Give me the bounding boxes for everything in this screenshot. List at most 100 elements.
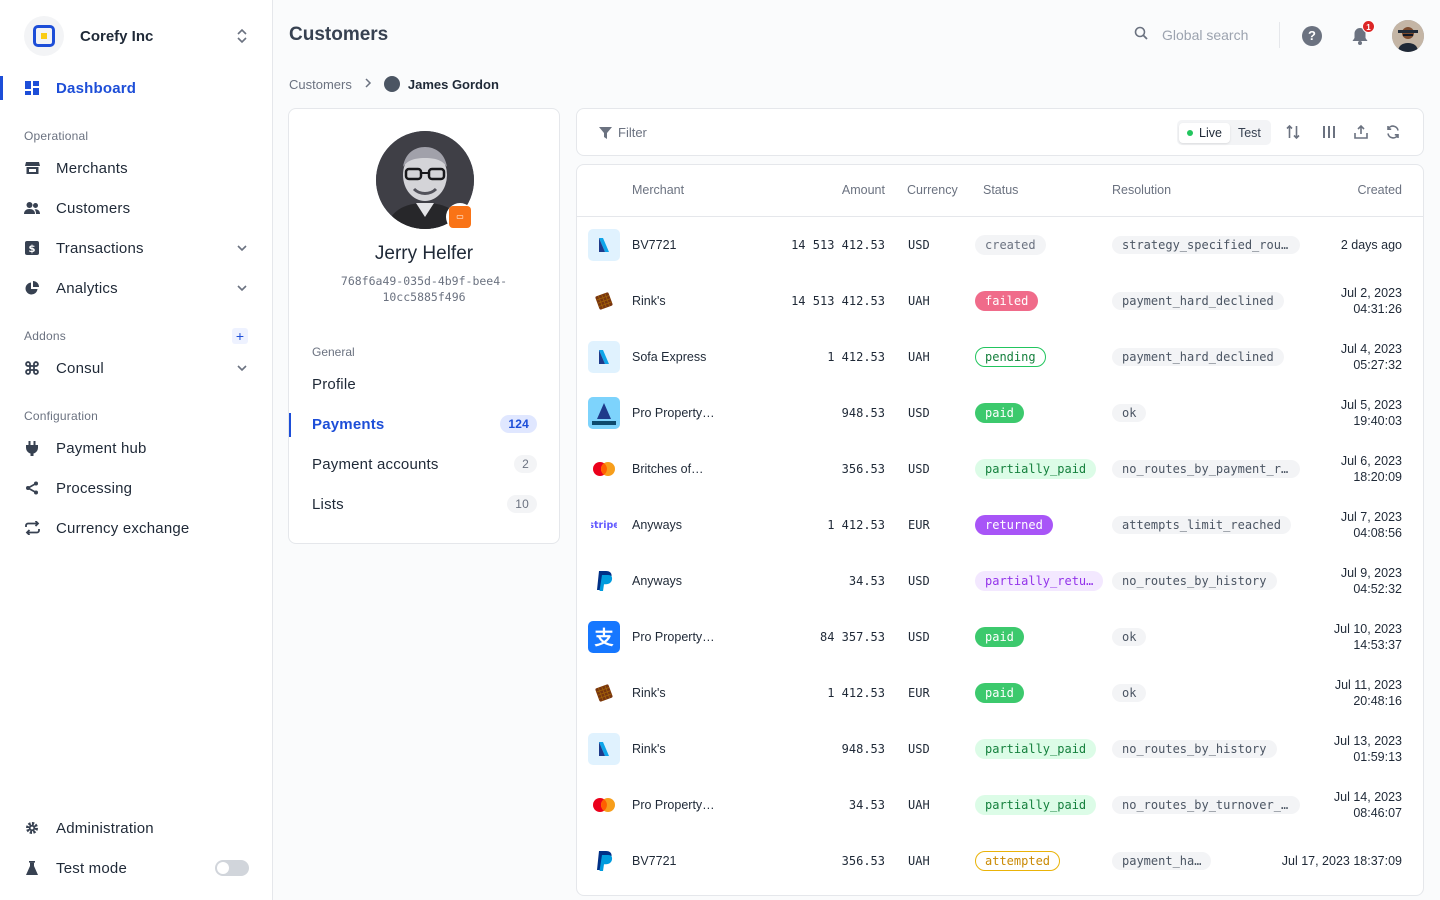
table-row[interactable]: stripe Anyways 1 412.53 EUR returned attempts… <box>577 497 1423 553</box>
status-badge: paid <box>975 683 1024 703</box>
sidebar-item-label: Administration <box>56 819 154 837</box>
menu-label: Payment accounts <box>312 455 439 473</box>
page-title: Customers <box>289 24 389 45</box>
merchant-cell: Anyways <box>632 518 683 532</box>
table-row[interactable]: Anyways 34.53 USD partially_retu… no_routes_… <box>577 553 1423 609</box>
mastercard-icon <box>588 453 620 485</box>
currency-cell: UAH <box>908 798 930 812</box>
col-amount[interactable]: Amount <box>841 183 885 197</box>
col-resolution[interactable]: Resolution <box>1112 183 1172 197</box>
sidebar-item-analytics[interactable]: Analytics <box>24 276 249 300</box>
global-search[interactable]: Global search <box>1134 26 1248 43</box>
col-status[interactable]: Status <box>983 183 1019 197</box>
chevron-down-icon <box>235 281 249 295</box>
status-cell: returned <box>975 497 1053 553</box>
sidebar-item-test-mode: Test mode <box>24 856 249 880</box>
sidebar-item-currency-exchange[interactable]: Currency exchange <box>24 516 249 540</box>
col-merchant[interactable]: Merchant <box>632 183 685 197</box>
breadcrumb-parent[interactable]: Customers <box>289 76 352 92</box>
amount-cell: 14 513 412.53 <box>791 238 885 252</box>
user-avatar[interactable] <box>1392 20 1424 52</box>
status-cell: paid <box>975 609 1024 665</box>
notification-badge: 1 <box>1362 20 1375 33</box>
status-cell: paid <box>975 385 1024 441</box>
filter-label: Filter <box>618 125 647 140</box>
sidebar-item-consul[interactable]: Consul <box>24 356 249 380</box>
sidebar-item-dashboard[interactable]: Dashboard <box>24 76 249 100</box>
currency-cell: USD <box>908 630 930 644</box>
table-row[interactable]: Britches of… 356.53 USD partially_paid no_ro… <box>577 441 1423 497</box>
sidebar-item-administration[interactable]: Administration <box>24 816 249 840</box>
resolution-badge: payment_hard_declined <box>1112 292 1284 310</box>
col-currency[interactable]: Currency <box>907 183 958 197</box>
table-row[interactable]: 支 Pro Property… 84 357.53 USD paid ok Jul 10, … <box>577 609 1423 665</box>
sidebar-item-label: Analytics <box>56 279 118 297</box>
amount-cell: 34.53 <box>848 574 885 588</box>
resolution-cell: no_routes_by_history <box>1112 721 1277 777</box>
org-name: Corefy Inc <box>80 27 154 45</box>
add-addon-button[interactable]: + <box>232 328 248 344</box>
created-date: Jul 10, 2023 <box>1333 622 1402 636</box>
customer-menu-payment-accounts[interactable]: Payment accounts 2 <box>312 453 537 475</box>
live-dot-icon <box>1187 129 1193 136</box>
table-row[interactable]: Rink's 14 513 412.53 UAH failed payment_hard… <box>577 273 1423 329</box>
sidebar: Corefy Inc Dashboard Operational Merchan… <box>0 0 273 900</box>
table-row[interactable]: BV7721 14 513 412.53 USD created strategy_sp… <box>577 217 1423 273</box>
status-cell: created <box>975 217 1046 273</box>
menu-section-label: General <box>312 345 355 359</box>
sidebar-item-payment-hub[interactable]: Payment hub <box>24 436 249 460</box>
table-row[interactable]: Rink's 948.53 USD partially_paid no_routes_b… <box>577 721 1423 777</box>
mode-live[interactable]: Live <box>1179 122 1230 143</box>
resolution-badge: payment_ha… <box>1112 852 1212 870</box>
share-nodes-icon <box>24 480 40 496</box>
customer-menu-lists[interactable]: Lists 10 <box>312 493 537 515</box>
created-time: 08:46:07 <box>1353 806 1402 820</box>
col-created[interactable]: Created <box>1357 183 1402 197</box>
sort-icon[interactable] <box>1285 124 1301 140</box>
sidebar-item-customers[interactable]: Customers <box>24 196 249 220</box>
created-cell: Jul 4, 2023 05:27:32 <box>1341 329 1402 385</box>
mode-switch: Live Test <box>1177 120 1271 145</box>
resolution-badge: attempts_limit_reached <box>1112 516 1291 534</box>
table-row[interactable]: BV7721 356.53 UAH attempted payment_ha… Jul 1… <box>577 833 1423 889</box>
help-icon[interactable]: ? <box>1302 26 1322 46</box>
export-icon[interactable] <box>1353 124 1369 140</box>
currency-cell: USD <box>908 462 930 476</box>
created-cell: Jul 6, 2023 18:20:09 <box>1341 441 1402 497</box>
currency-cell: UAH <box>908 294 930 308</box>
mode-test-label: Test <box>1237 125 1261 140</box>
sidebar-item-processing[interactable]: Processing <box>24 476 249 500</box>
section-operational: Operational <box>24 129 89 143</box>
table-row[interactable]: Pro Property… 948.53 USD paid ok Jul 5, 2023 1… <box>577 385 1423 441</box>
table-row[interactable]: Rink's 1 412.53 EUR paid ok Jul 11, 2023 20:48… <box>577 665 1423 721</box>
test-mode-toggle[interactable] <box>215 860 249 876</box>
dashboard-icon <box>24 80 40 96</box>
columns-icon[interactable] <box>1321 124 1337 140</box>
created-date: Jul 7, 2023 <box>1340 510 1402 524</box>
table-row[interactable]: Sofa Express 1 412.53 UAH pending payment_ha… <box>577 329 1423 385</box>
resolution-badge: no_routes_by_history <box>1112 740 1277 758</box>
table-row[interactable]: Pro Property… 34.53 UAH partially_paid no_ro… <box>577 777 1423 833</box>
currency-cell: UAH <box>908 854 930 868</box>
mode-test[interactable]: Test <box>1230 123 1269 143</box>
currency-cell: UAH <box>908 350 930 364</box>
org-switcher[interactable]: Corefy Inc <box>24 16 249 56</box>
status-cell: pending <box>975 329 1046 385</box>
sidebar-item-merchants[interactable]: Merchants <box>24 156 249 180</box>
customer-menu-profile[interactable]: Profile <box>312 373 537 395</box>
flask-icon <box>24 860 40 876</box>
svg-text:支: 支 <box>593 627 614 649</box>
merchant-cell: Rink's <box>632 686 666 700</box>
kiosk-icon <box>588 341 620 373</box>
created-date: Jul 14, 2023 <box>1333 790 1402 804</box>
amount-cell: 356.53 <box>841 854 885 868</box>
chevron-down-icon <box>235 361 249 375</box>
svg-text:stripe: stripe <box>591 520 617 531</box>
pie-chart-icon <box>24 280 40 296</box>
refresh-icon[interactable] <box>1385 124 1401 140</box>
customer-menu-payments[interactable]: Payments 124 <box>312 413 537 435</box>
customer-profile-card: ▭ Jerry Helfer 768f6a49-035d-4b9f-bee4-1… <box>288 108 560 544</box>
amount-cell: 84 357.53 <box>819 630 885 644</box>
filter-button[interactable]: Filter <box>599 125 647 140</box>
sidebar-item-transactions[interactable]: $ Transactions <box>24 236 249 260</box>
